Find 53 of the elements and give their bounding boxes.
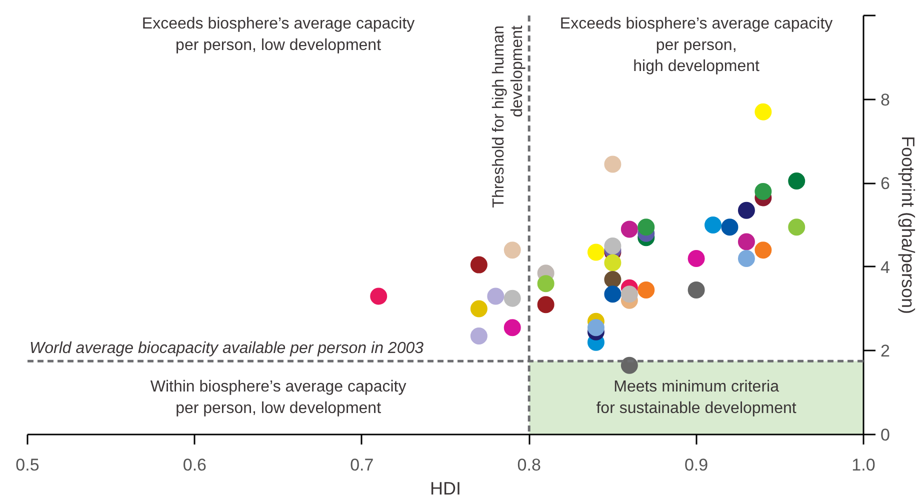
annotation: Within biosphere’s average capacity per person, low development — [150, 378, 406, 417]
y-tick-label: 2 — [880, 342, 890, 361]
point — [587, 244, 604, 261]
y-tick-label: 6 — [880, 174, 890, 194]
point — [604, 286, 622, 303]
point — [704, 216, 722, 234]
annotation: Exceeds biosphere’s average capacity per person, high development — [560, 16, 833, 75]
ref-line-label: World average biocapacity available per person in 2003 — [30, 340, 424, 358]
annotation: Exceeds biosphere’s average capacity per person, low development — [142, 16, 415, 54]
point — [620, 220, 638, 238]
point — [688, 250, 705, 268]
point — [738, 202, 755, 219]
point — [688, 281, 705, 298]
point — [754, 242, 772, 259]
x-tick-label: 0.9 — [684, 456, 708, 474]
point — [638, 281, 655, 298]
point — [738, 233, 755, 250]
point — [721, 218, 738, 236]
point — [504, 319, 521, 336]
ref-line-label: Threshold for high human development — [490, 24, 526, 208]
point — [738, 250, 755, 268]
point — [470, 256, 488, 274]
point — [620, 356, 638, 374]
y-tick-label: 4 — [880, 258, 890, 277]
point — [537, 296, 554, 314]
y-tick-label: 8 — [880, 90, 890, 110]
point — [604, 254, 622, 272]
band-label: Meets minimum criteria for sustainable development — [596, 378, 797, 417]
point — [754, 103, 772, 120]
point — [638, 218, 655, 236]
x-tick-label: 0.7 — [350, 456, 374, 474]
point — [604, 156, 622, 173]
point — [604, 237, 622, 254]
x-tick-label: 1.0 — [852, 456, 876, 474]
point — [487, 288, 504, 305]
point — [754, 182, 772, 200]
point — [470, 300, 488, 318]
x-tick-label: 0.6 — [182, 456, 207, 474]
point — [788, 218, 806, 236]
point — [470, 328, 488, 345]
x-axis-title: HDI — [430, 478, 461, 498]
point — [504, 242, 521, 259]
point — [604, 270, 622, 288]
point — [587, 319, 604, 336]
point — [788, 172, 806, 190]
x-tick-label: 0.5 — [16, 456, 40, 474]
x-tick-label: 0.8 — [517, 456, 541, 474]
point — [370, 288, 388, 305]
y-axis-title: Footprint (gha/person) — [898, 136, 918, 314]
y-tick-label: 0 — [880, 426, 890, 444]
point — [504, 290, 521, 307]
point — [537, 275, 554, 292]
point — [620, 286, 638, 303]
